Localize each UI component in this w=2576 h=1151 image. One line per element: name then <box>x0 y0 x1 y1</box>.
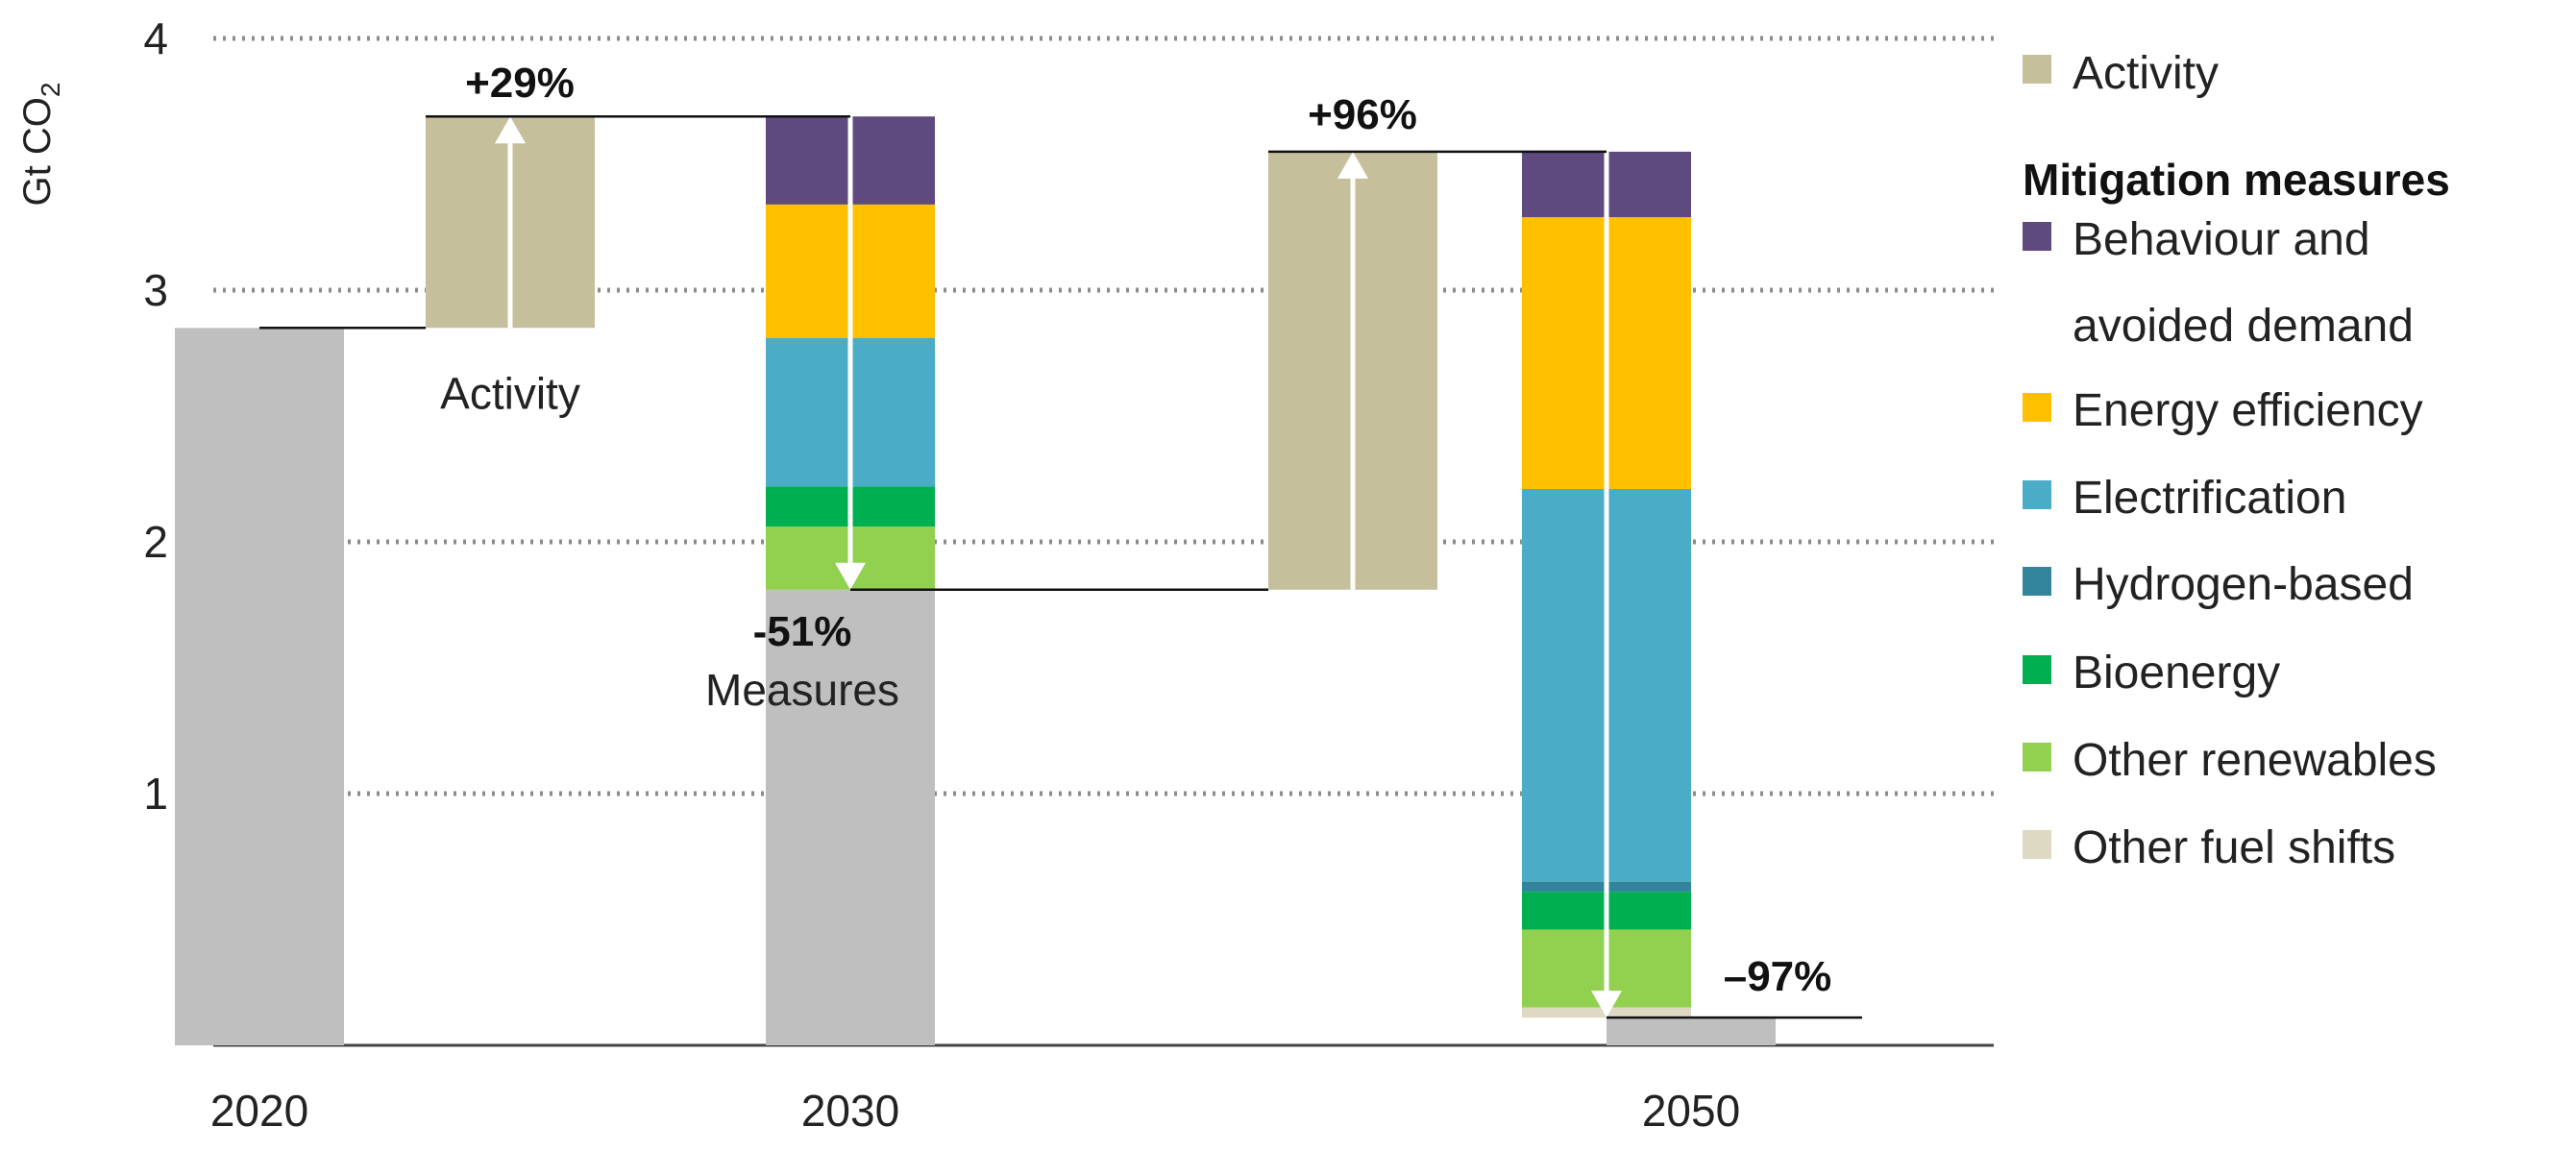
measures-pct-label: –97% <box>1724 953 1832 1000</box>
arrow-head <box>1337 151 1368 179</box>
y-axis-label: Gt CO2 <box>16 83 65 207</box>
legend-swatch-other_renewables <box>2023 743 2051 771</box>
category-label: 2020 <box>210 1086 308 1136</box>
legend-label-other_renewables: Other renewables <box>2073 735 2437 786</box>
legend-swatch-other_fuel_shifts <box>2023 830 2051 859</box>
total-bar <box>175 328 344 1045</box>
legend-label-other_fuel_shifts: Other fuel shifts <box>2073 822 2395 873</box>
activity-text-label: Activity <box>440 368 580 418</box>
legend-label-bioenergy: Bioenergy <box>2073 648 2280 698</box>
measures-pct-label: -51% <box>753 608 852 655</box>
y-tick-label: 4 <box>143 13 168 63</box>
legend-heading: Mitigation measures <box>2023 155 2450 205</box>
legend-swatch-behaviour <box>2023 222 2051 251</box>
legend-label-hydrogen: Hydrogen-based <box>2073 559 2414 610</box>
y-axis-label-text: Gt CO <box>16 97 59 206</box>
activity-pct-label: +29% <box>465 60 575 107</box>
arrow-head <box>1591 991 1622 1018</box>
y-tick-label: 3 <box>143 265 168 315</box>
legend-label-behaviour: Behaviour and <box>2073 214 2370 265</box>
category-label: 2050 <box>1642 1086 1740 1136</box>
arrows <box>259 114 1862 1019</box>
legend-swatch-activity <box>2023 55 2051 84</box>
legend: Activity Mitigation measures Behaviour and… <box>2023 48 2450 873</box>
legend-swatch-efficiency <box>2023 393 2051 422</box>
legend-swatch-bioenergy <box>2023 655 2051 684</box>
total-bar <box>1607 1017 1776 1045</box>
legend-label-efficiency: Energy efficiency <box>2073 385 2423 436</box>
y-tick-label: 2 <box>143 517 168 567</box>
legend-label-behaviour: avoided demand <box>2073 301 2414 352</box>
activity-pct-label: +96% <box>1308 91 1417 138</box>
arrow-head <box>495 116 526 144</box>
legend-label-activity: Activity <box>2073 48 2219 99</box>
bars <box>175 116 1776 1045</box>
measures-text-label: Measures <box>705 665 899 715</box>
legend-label-electrification: Electrification <box>2073 473 2346 524</box>
y-tick-label: 1 <box>143 769 168 819</box>
arrow-head <box>835 562 866 590</box>
legend-swatch-hydrogen <box>2023 567 2051 596</box>
category-label: 2030 <box>801 1086 899 1136</box>
total-bar <box>766 589 935 1045</box>
legend-swatch-electrification <box>2023 480 2051 509</box>
y-axis-label-subscript: 2 <box>36 83 65 98</box>
